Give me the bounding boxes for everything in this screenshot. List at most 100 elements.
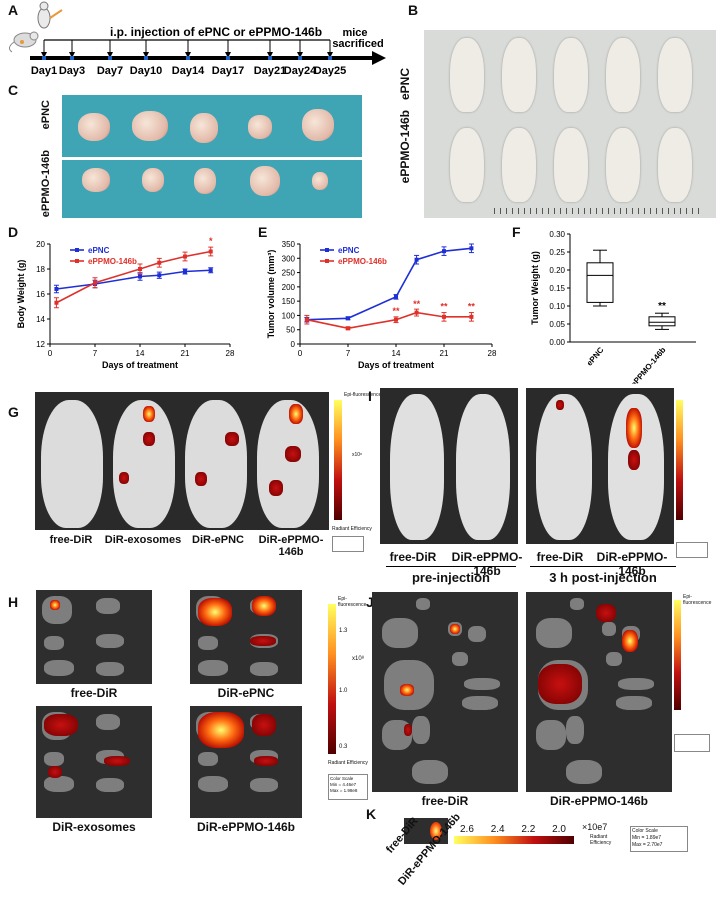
fluorescence-signal (252, 596, 276, 616)
fluorescence-signal (250, 636, 276, 646)
mouse-body (41, 400, 103, 528)
timeline-day-label: Day1 (31, 65, 57, 77)
legend-marker (75, 248, 79, 252)
data-point (394, 294, 398, 299)
panel-k-unit: ×10e7 (582, 822, 608, 832)
organ (566, 716, 584, 744)
panel-label-e: E (258, 224, 268, 240)
timeline-end-2: sacrificed (332, 38, 383, 50)
significance-mark: ** (658, 301, 666, 312)
organ (606, 652, 622, 666)
timeline-day-label: Day21 (254, 65, 286, 77)
organ (198, 752, 218, 766)
timeline-marker (268, 56, 272, 60)
y-tick-label: 0.05 (549, 320, 565, 329)
organ (412, 760, 448, 784)
organ (44, 636, 64, 650)
tumor (250, 166, 280, 196)
panel-label-f: F (512, 224, 521, 240)
mouse-body (554, 128, 588, 202)
panel-label-d: D (8, 224, 19, 240)
fluorescence-signal (50, 600, 60, 610)
panel-c-photo-top (62, 95, 362, 157)
series-line-0 (56, 269, 211, 290)
y-tick-label: 14 (36, 315, 45, 324)
arrow-icon (327, 52, 333, 58)
legend-marker (325, 259, 329, 263)
timeline-day-label: Day7 (97, 65, 123, 77)
panel-g-label: DiR-ePNC (192, 534, 244, 546)
y-tick-label: 0.25 (549, 248, 565, 257)
mouse-body (502, 38, 536, 112)
panel-i-pre-image (380, 388, 518, 544)
panel-g-label: DiR-ePPMO-146b (258, 534, 324, 558)
data-point (346, 316, 350, 321)
organ (570, 598, 584, 610)
panel-i-label-4: DiR-ePPMO-146b (596, 550, 668, 578)
panel-label-b: B (408, 2, 419, 18)
timeline-marker (70, 56, 74, 60)
y-tick-label: 0.20 (549, 266, 565, 275)
data-point (54, 300, 59, 305)
timeline-day-label: Day17 (212, 65, 244, 77)
fluorescence-signal (225, 432, 239, 446)
organ (96, 778, 124, 792)
panel-i-group-1: pre-injection (411, 570, 490, 585)
arrow-icon (107, 52, 113, 58)
organ (416, 598, 430, 610)
organ (452, 652, 468, 666)
panel-label-a: A (8, 2, 19, 18)
y-tick-label: 12 (36, 340, 45, 349)
panel-j-img-1 (372, 592, 518, 792)
fluorescence-signal (556, 400, 564, 410)
organ (464, 678, 500, 690)
timeline-marker (108, 56, 112, 60)
panel-k-colorbar (454, 836, 574, 844)
chart-f: 0.00 0.05 0.10 0.15 0.20 0.25 0.30 Tumor Weight… (530, 230, 696, 384)
mouse-body (450, 38, 484, 112)
data-point (138, 274, 142, 279)
data-point (183, 269, 187, 274)
timeline-marker (328, 56, 332, 60)
series-line-1 (306, 311, 472, 330)
organ (602, 622, 616, 636)
x-tick-label: 21 (181, 349, 190, 358)
data-point (54, 287, 59, 291)
fluorescence-signal (252, 714, 276, 736)
organ (44, 752, 64, 766)
timeline-day-label: Day14 (172, 65, 205, 77)
fluorescence-signal (195, 472, 207, 486)
panel-g-label: free-DiR (49, 534, 93, 546)
mouse-body (606, 38, 640, 112)
organ (536, 720, 566, 750)
data-point (157, 273, 162, 278)
data-point (208, 268, 213, 273)
data-point (414, 257, 419, 262)
timeline-end-1: mice (342, 27, 367, 39)
significance-mark: ** (392, 306, 400, 316)
timeline-figure: Day1 Day3 Day7 Day10 Day14 Day17 Day21Day24Day… (8, 1, 386, 77)
panel-h-img-1 (36, 590, 152, 684)
x-tick-label: 28 (488, 349, 497, 358)
syringe-icon (37, 1, 63, 29)
mouse-body (257, 400, 319, 528)
data-point (93, 280, 97, 285)
organ (250, 778, 278, 792)
organ (536, 618, 572, 648)
x-tick-label: 21 (440, 349, 449, 358)
panel-i-label-2: DiR-ePPMO-146b (451, 550, 523, 578)
organ (250, 662, 278, 676)
fluorescence-signal (450, 624, 460, 634)
panel-label-i: I (368, 388, 372, 404)
timeline-marker (186, 56, 190, 60)
tumor (190, 113, 218, 143)
tumor (248, 115, 272, 139)
mouse-body (113, 400, 175, 528)
tumor (302, 109, 334, 141)
mouse-body (450, 128, 484, 202)
mouse-body (390, 394, 444, 540)
arrow-icon (185, 52, 191, 58)
timeline-marker (226, 56, 230, 60)
tumor (142, 168, 164, 192)
box (648, 316, 676, 327)
